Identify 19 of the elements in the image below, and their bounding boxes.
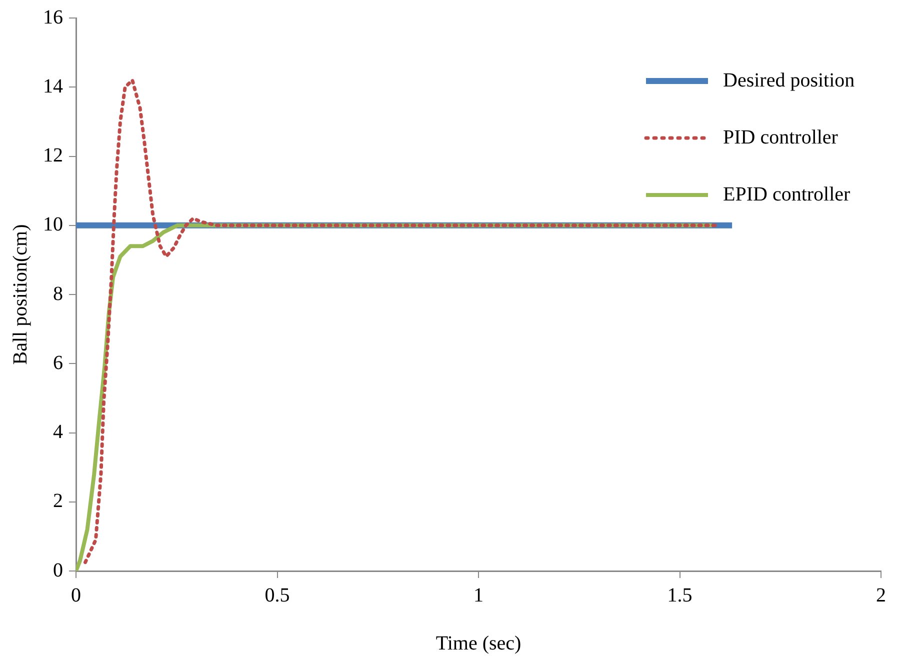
y-tick-label: 16	[43, 6, 63, 28]
y-tick-label: 0	[53, 559, 63, 582]
y-tick-label: 6	[53, 352, 63, 374]
x-tick-label: 2	[876, 584, 886, 606]
legend-label: PID controller	[723, 126, 838, 148]
x-tick-label: 0	[71, 584, 81, 606]
y-axis-title: Ball position(cm)	[9, 224, 32, 365]
y-tick-label: 10	[43, 214, 63, 236]
y-tick-label: 4	[53, 421, 63, 443]
x-tick-label: 1	[474, 584, 484, 606]
x-axis-title: Time (sec)	[436, 632, 522, 654]
y-tick-label: 14	[43, 75, 63, 98]
x-tick-label: 1.5	[667, 584, 692, 606]
x-tick-label: 0.5	[264, 584, 290, 606]
y-tick-label: 2	[53, 490, 63, 512]
y-tick-label: 12	[43, 144, 63, 166]
legend-label: EPID controller	[723, 183, 851, 206]
legend-label: Desired position	[723, 69, 855, 92]
y-tick-label: 8	[53, 282, 63, 305]
